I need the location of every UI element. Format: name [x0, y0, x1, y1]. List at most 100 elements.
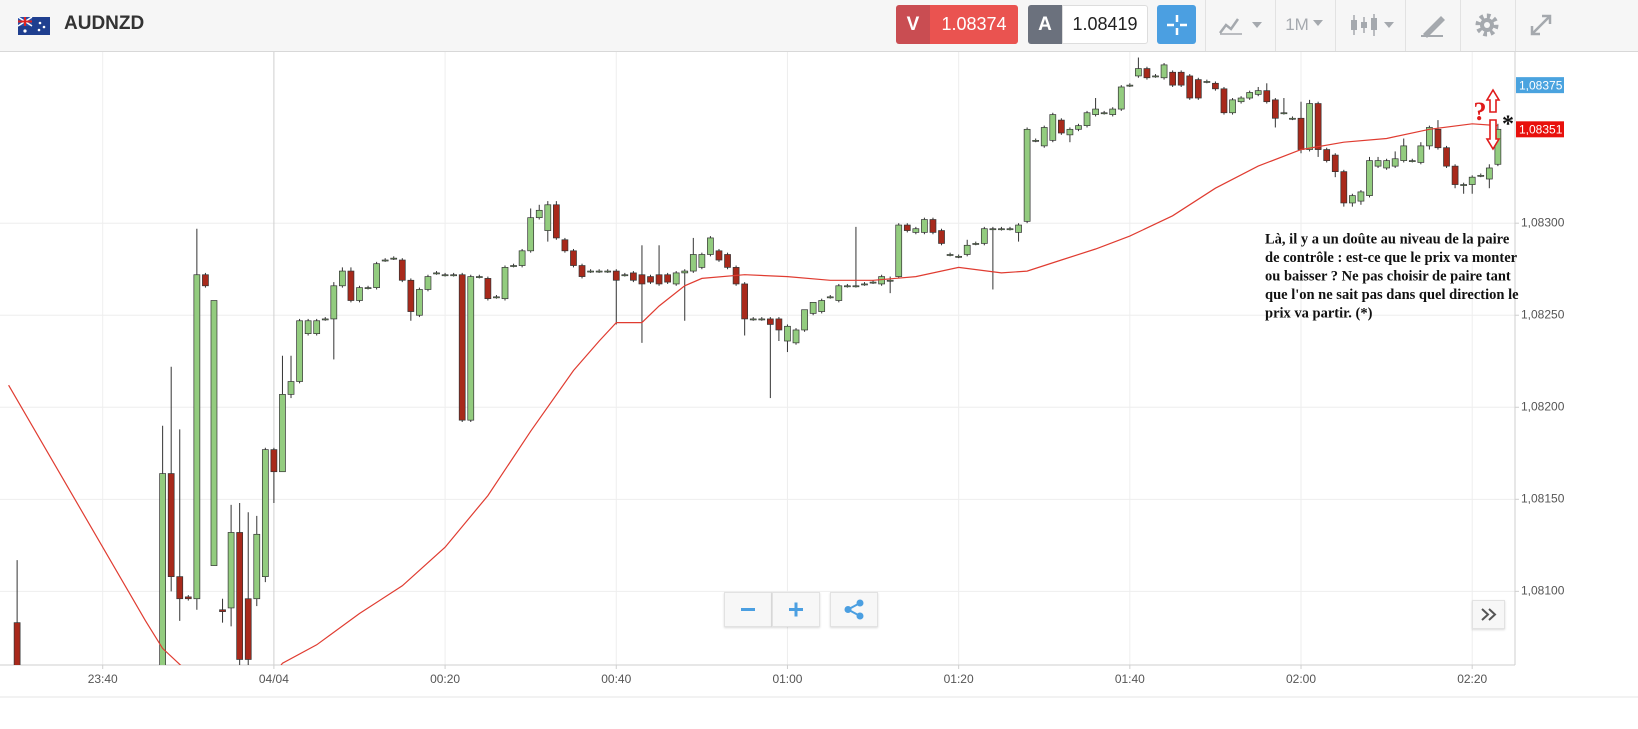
- candle-body: [792, 329, 800, 344]
- candle-body: [724, 254, 731, 268]
- up-arrow: [1485, 88, 1501, 113]
- candle-body: [1169, 71, 1176, 86]
- candle-body: [381, 259, 389, 262]
- candle-body: [398, 259, 406, 281]
- candle-body: [484, 278, 492, 300]
- candle-body: [176, 576, 184, 600]
- chevrons-icon: [1481, 608, 1497, 621]
- crosshair-button[interactable]: [1157, 5, 1196, 44]
- candle-body: [946, 254, 954, 256]
- candle-body: [287, 381, 295, 395]
- zoom-in-button[interactable]: [772, 592, 820, 627]
- candle-body: [407, 279, 415, 312]
- buy-price[interactable]: 1.08419: [1062, 5, 1148, 44]
- sell-label[interactable]: V: [896, 5, 930, 44]
- grid: [0, 52, 1515, 665]
- fullscreen-button[interactable]: [1520, 5, 1562, 44]
- sell-price[interactable]: 1.08374: [930, 5, 1018, 44]
- candle-body: [1126, 84, 1134, 87]
- candle-body: [339, 270, 346, 287]
- plus-icon: [789, 602, 803, 617]
- candle-body: [630, 272, 637, 281]
- candle-body: [1237, 97, 1245, 103]
- candle-body: [356, 287, 363, 301]
- candle-body: [1075, 125, 1082, 130]
- asterisk: *: [1502, 112, 1514, 138]
- candle-body: [270, 449, 278, 473]
- candle-body: [1032, 140, 1040, 142]
- candle-body: [955, 255, 962, 258]
- candle-body: [193, 274, 201, 600]
- candle-body: [227, 532, 235, 609]
- candle-body: [1109, 108, 1117, 115]
- candle-body: [1314, 103, 1322, 150]
- candle-body: [167, 473, 175, 577]
- candle-body: [1194, 79, 1202, 99]
- annotation-line: ou baisser ? Ne pas choisir de paire tan…: [1265, 268, 1511, 284]
- x-tick-label: 04/04: [259, 672, 289, 686]
- separator: [1460, 0, 1461, 51]
- candle-body: [1049, 114, 1057, 141]
- candle-body: [1160, 64, 1168, 79]
- y-tick-label: 1,08300: [1521, 215, 1565, 229]
- y-tick-label: 1,08150: [1521, 491, 1565, 505]
- candle-body: [1177, 71, 1185, 86]
- candle-body: [1246, 92, 1254, 99]
- zoom-out-button[interactable]: [724, 592, 772, 627]
- candle-body: [1297, 117, 1305, 150]
- candle-type-button[interactable]: [1342, 5, 1398, 44]
- settings-button[interactable]: [1466, 5, 1508, 44]
- chart-type-button[interactable]: [1212, 5, 1268, 44]
- separator: [1515, 0, 1516, 51]
- symbol: AUDNZD: [64, 13, 145, 34]
- candle-body: [921, 219, 928, 233]
- separator: [1335, 0, 1336, 51]
- candle-body: [1152, 75, 1159, 78]
- buy-label[interactable]: A: [1028, 5, 1062, 44]
- candle-body: [1212, 82, 1219, 90]
- candle-body: [758, 318, 766, 321]
- question-mark: ?: [1474, 97, 1487, 126]
- candle-body: [219, 609, 226, 612]
- candle-body: [972, 243, 980, 245]
- scroll-right-button[interactable]: [1472, 600, 1505, 629]
- candle-body: [604, 270, 612, 273]
- candle-body: [244, 598, 252, 660]
- candle-body: [321, 318, 329, 321]
- candle-body: [989, 228, 997, 231]
- candle-body: [1477, 174, 1485, 177]
- candle-body: [510, 265, 517, 267]
- chart-type-icon: [1219, 17, 1262, 35]
- candle-body: [1092, 108, 1099, 115]
- candle-body: [1066, 128, 1074, 136]
- candle-body: [869, 281, 877, 284]
- candle-body: [1289, 117, 1296, 120]
- draw-button[interactable]: [1412, 5, 1454, 44]
- candle-body: [1331, 154, 1339, 173]
- share-button[interactable]: [830, 592, 878, 627]
- x-tick-label: 00:20: [430, 672, 460, 686]
- candle-body: [672, 272, 680, 285]
- candle-body: [1083, 112, 1091, 126]
- candle-body: [1203, 81, 1211, 83]
- separator: [1205, 0, 1206, 51]
- candle-body: [1451, 165, 1459, 185]
- candle-body: [1254, 90, 1262, 95]
- separator: [1405, 0, 1406, 51]
- candle-body: [980, 228, 988, 244]
- plot-area: [8, 57, 1502, 665]
- candle-body: [1280, 112, 1288, 115]
- candle-body: [861, 283, 868, 286]
- candle-body: [493, 296, 500, 299]
- candle-body: [1349, 195, 1356, 204]
- timeframe[interactable]: 1M: [1285, 14, 1309, 34]
- price-tag: [1516, 121, 1564, 138]
- candle-body: [835, 285, 843, 301]
- y-tick-label: 1,08100: [1521, 584, 1565, 598]
- candle-body: [655, 274, 663, 285]
- candle-body: [826, 296, 834, 299]
- down-arrow: [1485, 119, 1501, 151]
- candle-body: [304, 320, 312, 334]
